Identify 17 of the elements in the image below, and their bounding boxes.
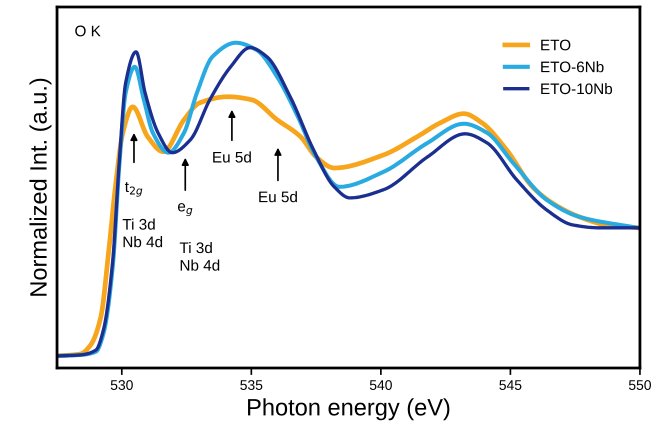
annotation: Eu 5d — [213, 151, 251, 163]
legend-label: ETO-6Nb — [541, 61, 604, 72]
x-tick-label: 550 — [628, 380, 651, 390]
legend-label: ETO-10Nb — [541, 82, 612, 94]
annotation: Ti 3d Nb 4d — [122, 218, 162, 248]
x-axis-title: Photon energy (eV) — [248, 398, 450, 420]
annotation: Ti 3d Nb 4d — [180, 242, 220, 271]
x-tick-label: 535 — [240, 380, 262, 390]
x-tick-label: 545 — [499, 380, 522, 390]
annotation: e$_{g}$ — [178, 203, 192, 216]
y-axis-title: Normalized Int. (a.u.) — [29, 78, 52, 296]
legend-label: ETO — [541, 40, 570, 50]
x-tick-label: 540 — [370, 380, 392, 390]
annotation: t$_{2g}$ — [124, 182, 142, 197]
text: O K — [75, 26, 101, 36]
annotation: Eu 5d — [259, 191, 297, 202]
x-tick-label: 530 — [110, 380, 133, 390]
